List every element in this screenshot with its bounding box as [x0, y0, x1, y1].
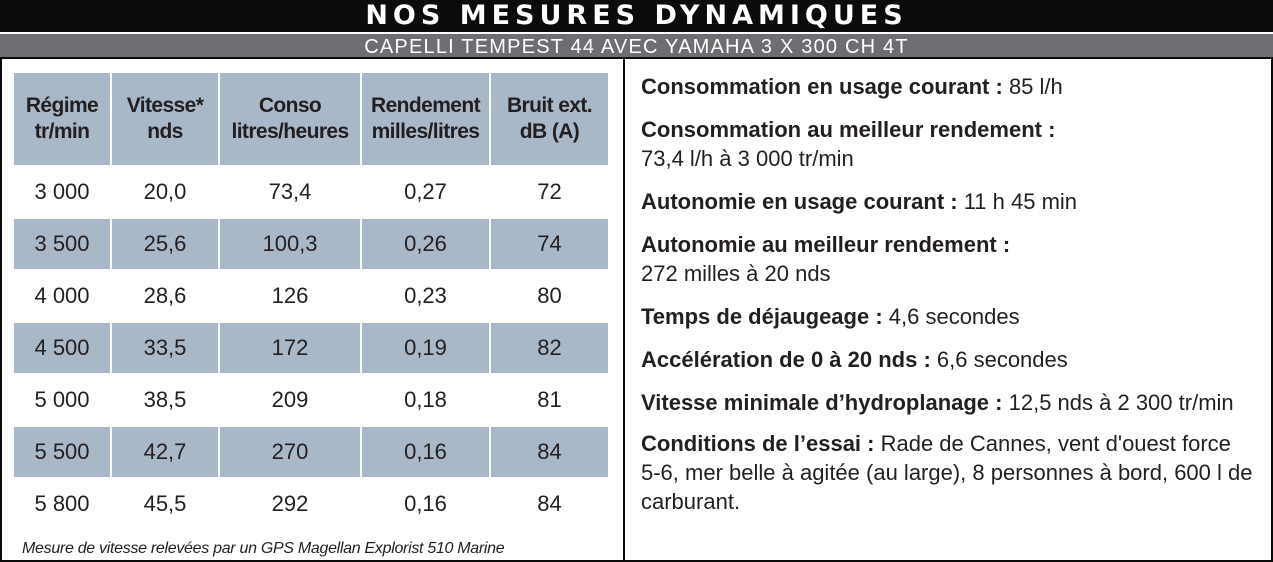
cell-rendement: 0,26 — [362, 219, 489, 269]
cell-vitesse: 33,5 — [112, 323, 218, 373]
cell-regime: 5 000 — [34, 387, 90, 412]
stat-acceleration: Accélération de 0 à 20 nds : 6,6 seconde… — [641, 347, 1068, 372]
stats-list: Consommation en usage courant : 85 l/h C… — [641, 72, 1256, 530]
cell-regime: 4 000 — [34, 283, 90, 308]
cell-bruit: 74 — [491, 219, 608, 269]
table-row: 4 000 28,6 126 0,23 80 — [14, 271, 608, 321]
table-row: 5 500 42,7 270 0,16 84 — [14, 427, 608, 477]
table-row: 4 500 33,5 172 0,19 82 — [14, 323, 608, 373]
table-header-row: Régime tr/min Vitesse* nds Conso litres/heu… — [14, 73, 608, 165]
cell-conso: 100,3 — [220, 219, 360, 269]
cell-regime: 3 000 — [34, 179, 90, 204]
cell-regime: 5 800 — [34, 491, 90, 516]
cell-vitesse: 25,6 — [112, 219, 218, 269]
cell-vitesse: 28,6 — [143, 283, 187, 308]
page-title: NOS MESURES DYNAMIQUES — [0, 0, 1273, 32]
stat-autonomie-meilleur: Autonomie au meilleur rendement :272 mil… — [641, 232, 1011, 286]
cell-rendement: 0,16 — [362, 427, 489, 477]
cell-conso: 126 — [271, 283, 309, 308]
table-row: 3 500 25,6 100,3 0,26 74 — [14, 219, 608, 269]
cell-bruit: 84 — [537, 491, 562, 516]
cell-rendement: 0,27 — [404, 179, 447, 204]
cell-vitesse: 42,7 — [112, 427, 218, 477]
cell-rendement: 0,23 — [404, 283, 447, 308]
cell-bruit: 84 — [491, 427, 608, 477]
cell-vitesse: 45,5 — [143, 491, 187, 516]
cell-conso: 172 — [220, 323, 360, 373]
header-rendement: Rendement milles/litres — [362, 73, 489, 165]
cell-bruit: 80 — [537, 283, 562, 308]
cell-conso: 209 — [271, 387, 309, 412]
cell-regime: 5 500 — [14, 427, 110, 477]
header-regime: Régime tr/min — [14, 73, 110, 165]
cell-vitesse: 38,5 — [143, 387, 187, 412]
cell-bruit: 72 — [537, 179, 562, 204]
measures-table-panel: Régime tr/min Vitesse* nds Conso litres/heu… — [0, 59, 624, 562]
cell-conso: 270 — [220, 427, 360, 477]
cell-conso: 292 — [271, 491, 309, 516]
header-vitesse: Vitesse* nds — [112, 73, 218, 165]
table-row: 5 000 38,5 209 0,18 81 — [14, 375, 608, 425]
table-row: 5 800 45,5 292 0,16 84 — [14, 479, 608, 529]
cell-regime: 4 500 — [14, 323, 110, 373]
header-bruit: Bruit ext. dB (A) — [491, 73, 608, 165]
cell-conso: 73,4 — [268, 179, 312, 204]
stat-autonomie-courante: Autonomie en usage courant : 11 h 45 min — [641, 189, 1078, 214]
cell-bruit: 81 — [537, 387, 562, 412]
page-subtitle: CAPELLI TEMPEST 44 AVEC YAMAHA 3 X 300 C… — [0, 32, 1273, 59]
stat-dejaugeage: Temps de déjaugeage : 4,6 secondes — [641, 304, 1020, 329]
stat-conso-courante: Consommation en usage courant : 85 l/h — [641, 74, 1063, 99]
measures-table: Régime tr/min Vitesse* nds Conso litres/heu… — [12, 71, 610, 531]
stat-conditions: Conditions de l’essai : Rade de Cannes, … — [641, 431, 1253, 514]
panel-divider — [623, 59, 625, 562]
table-footnote: Mesure de vitesse relevées par un GPS Ma… — [22, 540, 505, 557]
stat-conso-meilleur: Consommation au meilleur rendement :73,4… — [641, 117, 1056, 171]
cell-regime: 3 500 — [14, 219, 110, 269]
table-row: 3 000 20,0 73,4 0,27 72 — [14, 167, 608, 217]
stat-hydroplanage: Vitesse minimale d’hydroplanage : 12,5 n… — [641, 390, 1234, 415]
cell-rendement: 0,19 — [362, 323, 489, 373]
cell-rendement: 0,16 — [404, 491, 447, 516]
cell-vitesse: 20,0 — [143, 179, 187, 204]
cell-rendement: 0,18 — [404, 387, 447, 412]
stats-panel: Consommation en usage courant : 85 l/h C… — [625, 59, 1273, 562]
header-conso: Conso litres/heures — [220, 73, 360, 165]
cell-bruit: 82 — [491, 323, 608, 373]
